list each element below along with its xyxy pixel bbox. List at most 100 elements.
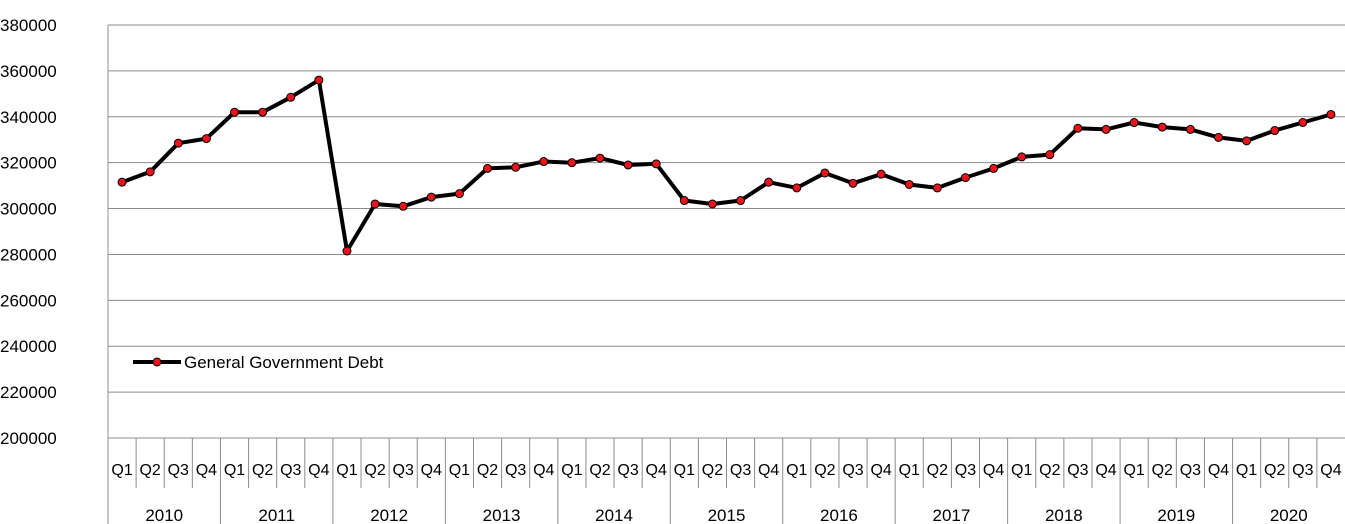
data-point xyxy=(932,183,942,193)
data-point xyxy=(989,163,999,173)
data-point xyxy=(1270,126,1280,136)
y-tick-label: 220000 xyxy=(0,383,57,402)
legend-label: General Government Debt xyxy=(184,353,384,372)
data-point xyxy=(342,246,352,256)
quarter-tick-label: Q4 xyxy=(870,462,891,479)
data-point xyxy=(511,162,521,172)
quarter-tick-label: Q4 xyxy=(1095,462,1116,479)
y-tick-label: 260000 xyxy=(0,291,57,310)
data-point xyxy=(286,92,296,102)
data-point xyxy=(876,169,886,179)
data-point xyxy=(1326,109,1336,119)
quarter-tick-label: Q1 xyxy=(111,462,132,479)
y-tick-label: 320000 xyxy=(0,154,57,173)
data-point xyxy=(1213,132,1223,142)
year-tick-label: 2011 xyxy=(258,506,295,524)
data-point xyxy=(454,189,464,199)
quarter-tick-label: Q1 xyxy=(336,462,357,479)
y-tick-label: 300000 xyxy=(0,200,57,219)
data-point xyxy=(1185,124,1195,134)
quarter-tick-label: Q3 xyxy=(1067,462,1088,479)
year-tick-label: 2014 xyxy=(595,506,633,524)
quarter-tick-label: Q2 xyxy=(139,462,160,479)
y-axis-ticks: 200000 220000 240000 260000 280000 300000 3200… xyxy=(0,16,57,448)
quarter-tick-label: Q1 xyxy=(1011,462,1032,479)
quarter-tick-label: Q1 xyxy=(786,462,807,479)
quarter-tick-label: Q3 xyxy=(730,462,751,479)
quarter-tick-label: Q2 xyxy=(1264,462,1285,479)
quarter-tick-label: Q4 xyxy=(1320,462,1341,479)
year-tick-label: 2018 xyxy=(1045,506,1083,524)
quarter-tick-label: Q2 xyxy=(814,462,835,479)
quarter-tick-label: Q3 xyxy=(393,462,414,479)
quarter-tick-label: Q4 xyxy=(1208,462,1229,479)
data-point xyxy=(1157,122,1167,132)
data-point xyxy=(1017,152,1027,162)
year-tick-label: 2016 xyxy=(820,506,858,524)
data-point xyxy=(651,159,661,169)
quarter-tick-label: Q4 xyxy=(646,462,667,479)
series-general-government-debt xyxy=(117,75,1336,256)
year-tick-label: 2020 xyxy=(1270,506,1308,524)
quarter-tick-label: Q4 xyxy=(983,462,1004,479)
quarter-tick-label: Q1 xyxy=(449,462,470,479)
quarter-tick-label: Q1 xyxy=(224,462,245,479)
data-point xyxy=(314,75,324,85)
quarter-tick-label: Q2 xyxy=(589,462,610,479)
quarter-tick-label: Q1 xyxy=(674,462,695,479)
y-tick-label: 280000 xyxy=(0,245,57,264)
gridlines xyxy=(107,24,1345,439)
x-axis: Q1 Q2 Q3 Q4 Q1 Q2 Q3 Q4 Q1 Q2 Q3 Q4 Q1 Q2 Q3 Q4 Q1 Q2 Q3 Q4… xyxy=(107,438,1342,524)
data-point xyxy=(567,158,577,168)
y-tick-label: 360000 xyxy=(0,62,57,81)
quarter-tick-label: Q3 xyxy=(505,462,526,479)
data-point xyxy=(848,178,858,188)
year-tick-label: 2017 xyxy=(932,506,970,524)
quarter-tick-label: Q3 xyxy=(842,462,863,479)
quarter-tick-label: Q3 xyxy=(1292,462,1313,479)
year-tick-label: 2015 xyxy=(708,506,746,524)
data-point xyxy=(398,201,408,211)
data-point xyxy=(904,179,914,189)
data-point xyxy=(623,160,633,170)
quarter-tick-label: Q2 xyxy=(477,462,498,479)
quarter-tick-label: Q3 xyxy=(168,462,189,479)
year-tick-label: 2012 xyxy=(370,506,408,524)
data-point xyxy=(595,153,605,163)
quarter-tick-label: Q4 xyxy=(308,462,329,479)
data-point xyxy=(764,177,774,187)
quarter-tick-label: Q3 xyxy=(617,462,638,479)
data-point xyxy=(679,196,689,206)
quarter-tick-label: Q2 xyxy=(1152,462,1173,479)
data-point xyxy=(1101,124,1111,134)
data-point xyxy=(960,173,970,183)
quarter-tick-label: Q4 xyxy=(421,462,442,479)
data-point xyxy=(1242,136,1252,146)
data-point xyxy=(370,199,380,209)
legend-marker xyxy=(152,357,162,367)
year-tick-label: 2010 xyxy=(145,506,183,524)
data-point xyxy=(483,163,493,173)
y-tick-label: 240000 xyxy=(0,337,57,356)
data-point xyxy=(230,107,240,117)
quarter-tick-label: Q3 xyxy=(280,462,301,479)
quarter-tick-label: Q2 xyxy=(364,462,385,479)
y-tick-label: 340000 xyxy=(0,108,57,127)
quarter-tick-label: Q1 xyxy=(899,462,920,479)
data-point xyxy=(258,107,268,117)
data-point xyxy=(201,134,211,144)
data-point xyxy=(426,192,436,202)
legend: General Government Debt xyxy=(133,353,384,372)
quarter-tick-label: Q3 xyxy=(1180,462,1201,479)
quarter-tick-label: Q2 xyxy=(1039,462,1060,479)
data-point xyxy=(736,196,746,206)
quarter-tick-label: Q2 xyxy=(252,462,273,479)
data-point xyxy=(792,183,802,193)
data-point xyxy=(1073,123,1083,133)
data-point xyxy=(820,168,830,178)
quarter-tick-label: Q1 xyxy=(1123,462,1144,479)
data-point xyxy=(539,157,549,167)
quarter-tick-label: Q4 xyxy=(533,462,554,479)
data-point xyxy=(117,177,127,187)
y-tick-label: 380000 xyxy=(0,16,57,35)
